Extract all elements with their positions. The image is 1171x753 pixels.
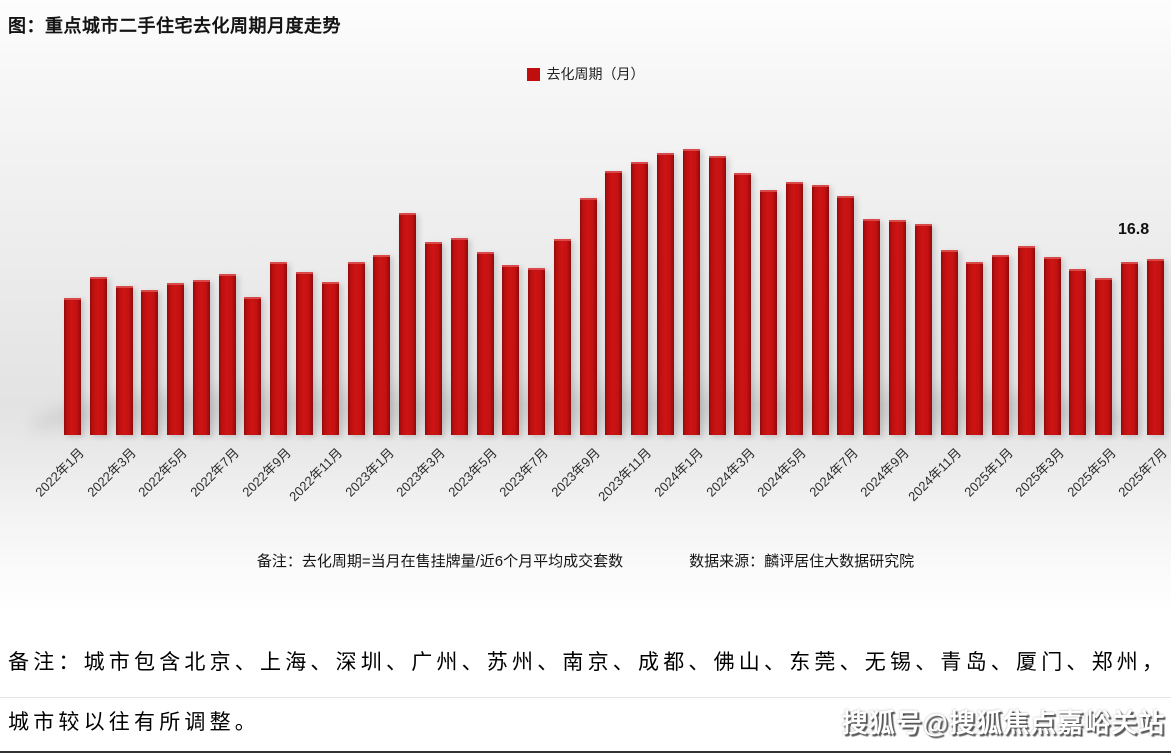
bar-2023年12月 <box>656 152 674 435</box>
x-tick-label: 2023年5月 <box>445 445 500 500</box>
bar-2023年3月 <box>424 242 442 435</box>
x-tick-label: 2025年7月 <box>1115 445 1171 500</box>
x-tick-label: 2024年11月 <box>904 445 964 505</box>
bar-2023年7月 <box>528 268 546 435</box>
x-tick-label: 2022年11月 <box>286 445 346 505</box>
bar-2025年4月 <box>1069 269 1087 435</box>
bar-2024年4月 <box>760 190 778 435</box>
chart-title: 图：重点城市二手住宅去化周期月度走势 <box>8 16 341 36</box>
bar-2023年4月 <box>450 237 468 435</box>
bar-2023年2月 <box>399 212 417 435</box>
bar-2024年5月 <box>785 181 803 435</box>
plot-area <box>64 0 1164 435</box>
bar-2023年6月 <box>502 264 520 435</box>
bar-2022年1月 <box>64 298 81 435</box>
bar-2024年7月 <box>837 196 855 435</box>
x-tick-label: 2025年1月 <box>960 445 1016 500</box>
bar-2023年11月 <box>631 162 649 435</box>
bar-2024年3月 <box>734 172 752 435</box>
bar-2022年2月 <box>89 277 107 435</box>
bar-2025年2月 <box>1017 246 1035 435</box>
bar-2022年11月 <box>321 281 339 435</box>
x-tick-label: 2024年3月 <box>703 445 758 500</box>
bar-2024年1月 <box>682 148 700 435</box>
bar-2023年10月 <box>605 171 623 435</box>
chart: 图：重点城市二手住宅去化周期月度走势 去化周期（月） 16.8 2022年1月 2… <box>0 0 1171 612</box>
divider-line <box>0 697 1171 698</box>
x-tick-label: 2022年3月 <box>84 445 139 500</box>
x-tick-label: 2022年5月 <box>135 445 191 500</box>
x-tick-label: 2025年3月 <box>1012 445 1068 500</box>
x-tick-label: 2025年5月 <box>1064 445 1119 500</box>
legend-marker-icon <box>526 67 540 81</box>
bar-2025年6月 <box>1121 261 1139 435</box>
bar-2023年1月 <box>373 254 391 435</box>
bar-2022年4月 <box>141 289 159 435</box>
watermark-text: 搜狐号@搜狐焦点嘉峪关站 <box>841 708 1165 738</box>
bar-2022年8月 <box>244 297 262 435</box>
bar-2022年5月 <box>167 282 185 435</box>
bar-2025年7月 <box>1146 258 1164 435</box>
page-bottom-border <box>0 751 1171 753</box>
bar-2025年5月 <box>1095 278 1113 435</box>
bar-2022年10月 <box>296 272 314 435</box>
bottom-note-line1: 备注：城市包含北京、上海、深圳、广州、苏州、南京、成都、佛山、东莞、无锡、青岛、… <box>8 650 1168 674</box>
bar-2023年8月 <box>553 238 571 435</box>
bar-2022年9月 <box>270 261 288 435</box>
chart-footnote-note: 备注：去化周期=当月在售挂牌量/近6个月平均成交套数 <box>256 553 624 570</box>
x-tick-label: 2022年7月 <box>187 445 242 500</box>
bar-2024年2月 <box>708 155 726 435</box>
bar-2024年9月 <box>889 220 906 435</box>
bar-2025年1月 <box>992 254 1010 435</box>
x-tick-label: 2023年7月 <box>496 445 552 500</box>
x-tick-label: 2023年1月 <box>342 445 397 500</box>
chart-footnote-source: 数据来源：麟评居住大数据研究院 <box>689 553 915 570</box>
legend: 去化周期（月） <box>0 64 1171 84</box>
bar-2022年7月 <box>218 274 236 435</box>
bar-2024年12月 <box>966 261 984 435</box>
legend-label: 去化周期（月） <box>546 66 645 82</box>
bar-2024年8月 <box>863 219 881 435</box>
bottom-note-line2: 城市较以往有所调整。 <box>8 710 260 734</box>
bar-2023年9月 <box>579 198 597 435</box>
x-tick-label: 2024年7月 <box>806 445 861 500</box>
bar-2022年6月 <box>192 280 210 435</box>
bar-2023年5月 <box>476 252 494 435</box>
x-tick-label: 2023年3月 <box>393 445 449 500</box>
bar-2024年11月 <box>940 250 958 435</box>
bar-2024年6月 <box>811 184 829 435</box>
chart-footnote-row: 备注：去化周期=当月在售挂牌量/近6个月平均成交套数 数据来源：麟评居住大数据研… <box>0 550 1171 571</box>
bar-2022年3月 <box>115 285 133 435</box>
bar-2025年3月 <box>1043 256 1061 435</box>
last-value-label: 16.8 <box>1118 221 1150 238</box>
bar-2024年10月 <box>914 224 932 435</box>
x-tick-label: 2024年1月 <box>651 445 707 500</box>
x-tick-label: 2024年5月 <box>754 445 810 500</box>
x-tick-label: 2023年11月 <box>595 445 655 505</box>
bar-2022年12月 <box>347 261 365 435</box>
x-tick-label: 2022年1月 <box>32 445 88 500</box>
